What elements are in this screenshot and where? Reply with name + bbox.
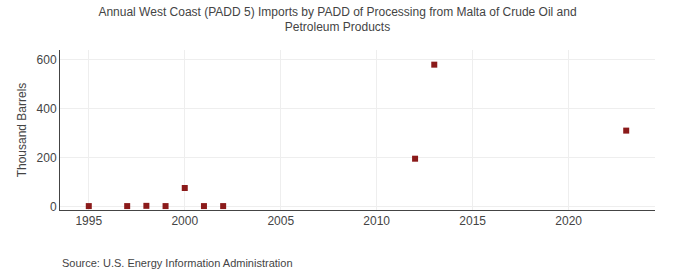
svg-text:2010: 2010	[363, 214, 390, 228]
svg-text:1995: 1995	[75, 214, 102, 228]
svg-text:2000: 2000	[171, 214, 198, 228]
svg-text:Source: U.S. Energy Informatio: Source: U.S. Energy Information Administ…	[62, 257, 293, 269]
svg-text:Annual West Coast (PADD 5) Imp: Annual West Coast (PADD 5) Imports by PA…	[98, 5, 576, 35]
svg-text:2005: 2005	[267, 214, 294, 228]
svg-text:400: 400	[37, 102, 57, 116]
svg-text:0: 0	[50, 200, 57, 214]
svg-text:Thousand Barrels: Thousand Barrels	[15, 83, 29, 178]
svg-text:600: 600	[37, 53, 57, 67]
svg-text:200: 200	[37, 151, 57, 165]
svg-text:2020: 2020	[555, 214, 582, 228]
svg-text:2015: 2015	[459, 214, 486, 228]
